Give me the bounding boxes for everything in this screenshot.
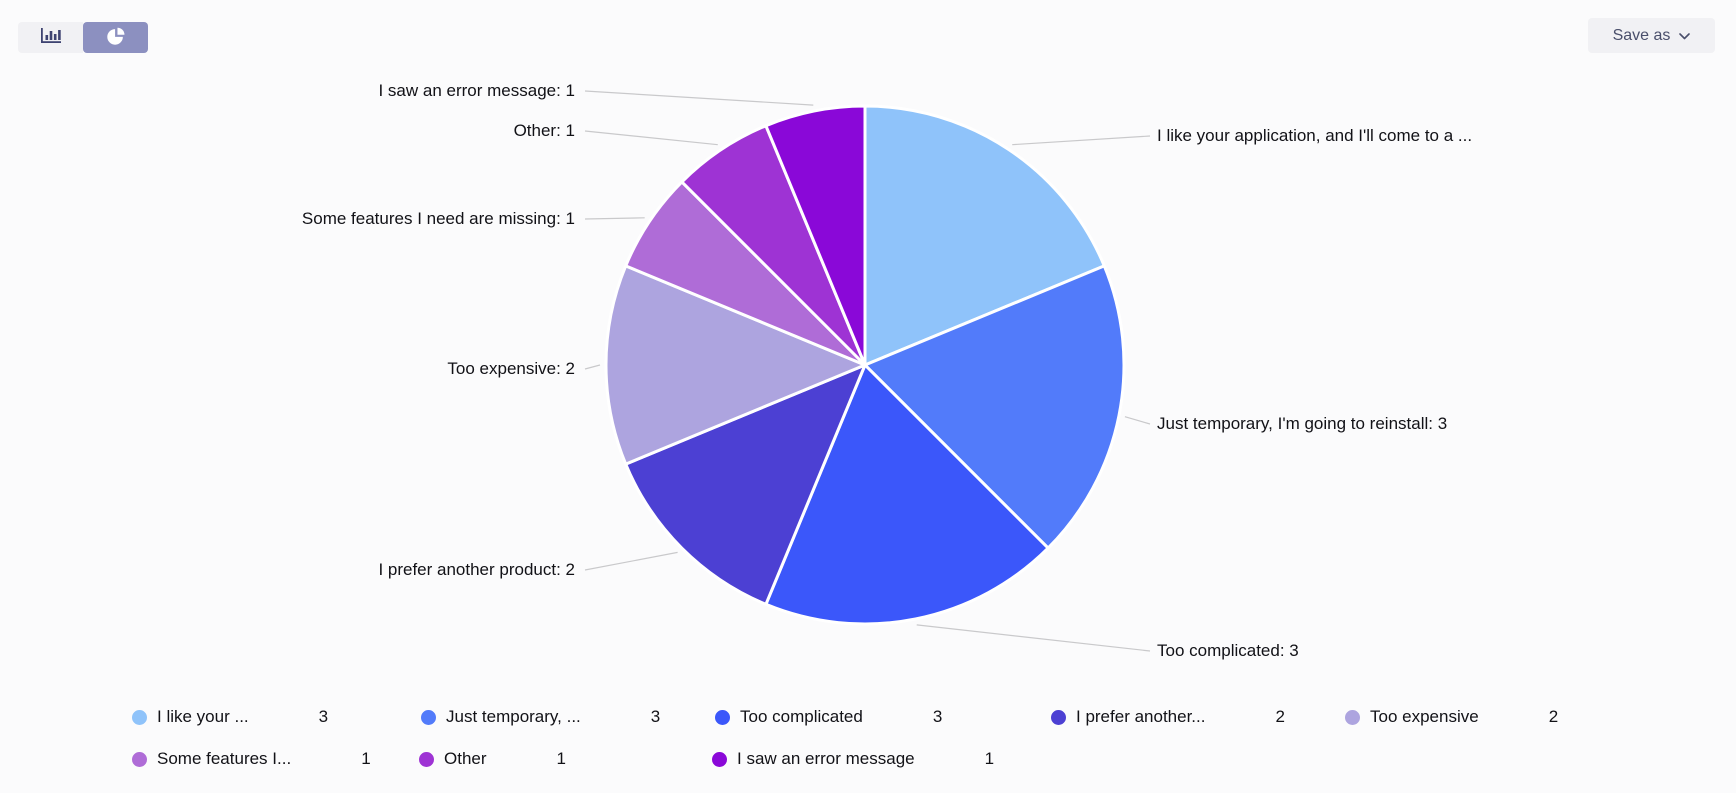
callout-line — [584, 364, 601, 370]
callout-line — [1124, 416, 1151, 425]
legend-value: 1 — [361, 749, 371, 768]
callout-line — [584, 217, 645, 220]
callout-line — [916, 624, 1151, 652]
legend-item[interactable]: I prefer another... 2 — [1051, 706, 1285, 728]
legend-value: 3 — [932, 707, 943, 726]
legend-item[interactable]: Other 1 — [419, 748, 566, 770]
pie-slice[interactable] — [624, 363, 867, 606]
legend-label: Just temporary, ... — [446, 707, 581, 726]
legend-color-dot — [715, 709, 730, 725]
pie-slice[interactable] — [863, 264, 1126, 550]
legend-label: Other — [444, 749, 487, 768]
callout-label: Too complicated: 3 — [1157, 640, 1299, 660]
callout-label: Too expensive: 2 — [447, 358, 575, 378]
callout-label: Some features I need are missing: 1 — [301, 208, 575, 228]
pie-chart-icon — [105, 25, 127, 50]
legend-item[interactable]: Some features I... 1 — [132, 748, 371, 770]
pie-slice[interactable] — [764, 104, 867, 367]
legend-color-dot — [1345, 709, 1360, 725]
save-as-button[interactable]: Save as — [1588, 18, 1715, 53]
pie-slices — [604, 104, 1126, 626]
legend-label: I like your ... — [157, 707, 249, 726]
legend-color-dot — [421, 709, 436, 725]
legend-value: 2 — [1275, 707, 1285, 726]
legend-label: I saw an error message — [737, 749, 915, 768]
legend-value: 3 — [650, 707, 661, 726]
legend-color-dot — [132, 709, 147, 725]
bar-chart-toggle-button[interactable] — [18, 22, 83, 53]
legend-label: I prefer another... — [1076, 707, 1206, 726]
callout-label: I like your application, and I'll come t… — [1157, 125, 1473, 145]
legend-item[interactable]: Too expensive 2 — [1345, 706, 1558, 728]
callout-line — [584, 551, 678, 571]
chart-type-toggle — [18, 22, 148, 53]
pie-slice[interactable] — [764, 363, 1050, 626]
pie-slice[interactable] — [604, 264, 867, 466]
legend-value: 3 — [318, 707, 329, 726]
legend-color-dot — [712, 751, 727, 767]
callout-line — [584, 130, 718, 146]
save-as-label: Save as — [1612, 26, 1671, 44]
legend-label: Too expensive — [1370, 707, 1479, 726]
legend-color-dot — [132, 751, 147, 767]
callout-label: I saw an error message: 1 — [378, 80, 575, 100]
legend-value: 1 — [984, 749, 995, 768]
callout-line — [1012, 135, 1151, 146]
legend-color-dot — [419, 751, 434, 767]
legend-color-dot — [1051, 709, 1066, 725]
callout-label: I prefer another product: 2 — [378, 559, 575, 579]
legend-label: Too complicated — [740, 707, 863, 726]
legend-value: 1 — [556, 749, 566, 768]
legend-item[interactable]: I like your ... 3 — [132, 706, 328, 728]
legend-item[interactable]: Just temporary, ... 3 — [421, 706, 660, 728]
legend-value: 2 — [1548, 707, 1559, 726]
callout-lines — [584, 90, 1151, 652]
pie-slice[interactable] — [863, 104, 1106, 367]
callout-line — [584, 90, 814, 106]
legend-label: Some features I... — [157, 749, 292, 768]
chevron-down-icon — [1679, 27, 1691, 45]
bar-chart-icon — [39, 26, 63, 49]
callout-label: Just temporary, I'm going to reinstall: … — [1157, 413, 1448, 433]
pie-chart-toggle-button[interactable] — [83, 22, 148, 53]
pie-chart — [584, 90, 1151, 652]
legend-item[interactable]: Too complicated 3 — [715, 706, 942, 728]
callout-label: Other: 1 — [513, 120, 575, 140]
legend-item[interactable]: I saw an error message 1 — [712, 748, 994, 770]
